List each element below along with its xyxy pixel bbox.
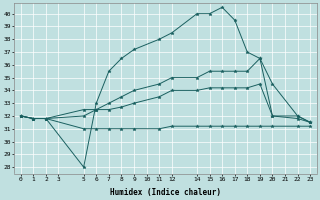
X-axis label: Humidex (Indice chaleur): Humidex (Indice chaleur): [110, 188, 221, 197]
